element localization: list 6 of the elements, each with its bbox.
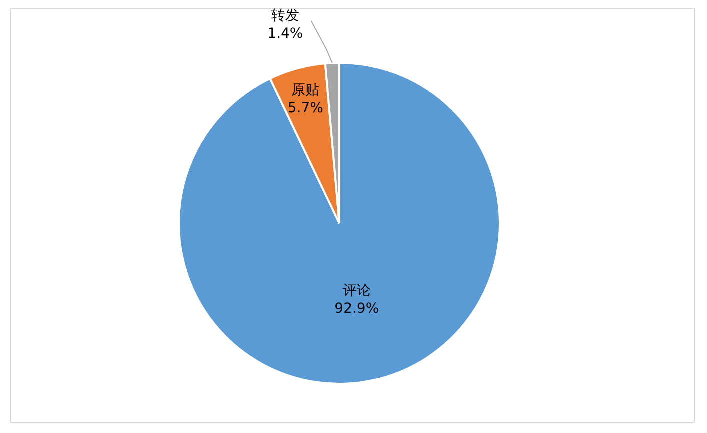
slice-label: 转发: [271, 8, 300, 24]
slice-label: 评论: [342, 282, 371, 299]
data-label: 5.7%: [288, 100, 324, 116]
slice-label: 原贴: [292, 82, 320, 98]
data-label: 1.4%: [268, 26, 304, 42]
data-label: 92.9%: [334, 300, 380, 317]
